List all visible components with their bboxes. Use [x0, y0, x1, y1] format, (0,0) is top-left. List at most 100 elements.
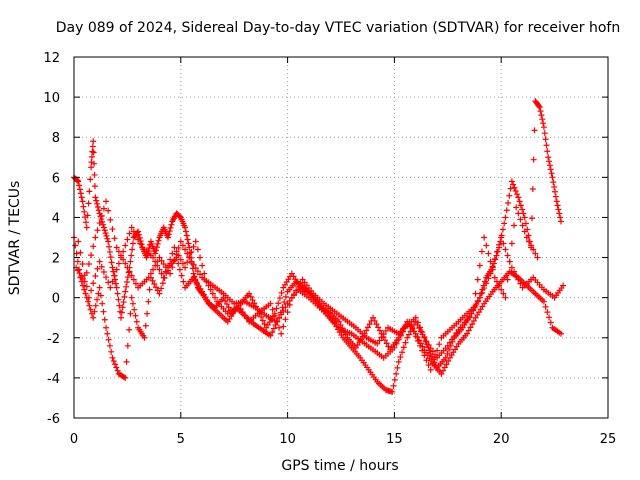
- data-point: [110, 358, 117, 365]
- data-point: [408, 323, 415, 330]
- x-tick-label: 25: [600, 432, 617, 447]
- data-point: [129, 246, 136, 253]
- data-point: [272, 321, 279, 328]
- data-point: [453, 329, 460, 336]
- data-point: [85, 200, 92, 207]
- data-point: [109, 354, 116, 361]
- data-point: [108, 348, 115, 355]
- data-point: [106, 342, 113, 349]
- data-point: [416, 337, 423, 344]
- data-point: [539, 116, 546, 123]
- data-point: [276, 324, 283, 331]
- data-point: [536, 104, 543, 111]
- data-point: [158, 257, 165, 264]
- data-point: [446, 339, 453, 346]
- data-point: [169, 264, 176, 271]
- data-point: [122, 242, 129, 249]
- data-point: [552, 193, 559, 200]
- data-point: [131, 306, 138, 313]
- data-point: [96, 220, 103, 227]
- data-point: [297, 280, 304, 287]
- data-point: [91, 183, 98, 190]
- data-point: [485, 250, 492, 257]
- data-point: [135, 236, 142, 243]
- data-point: [123, 358, 130, 365]
- y-tick-labels: -6 -4 -2 0 2 4 6 8 10 12: [43, 51, 60, 427]
- data-point: [535, 102, 542, 109]
- data-point: [552, 188, 559, 195]
- data-point: [515, 194, 522, 201]
- data-point: [504, 276, 511, 283]
- data-point: [192, 264, 199, 271]
- data-point: [100, 205, 107, 212]
- series-track-3: [73, 198, 567, 361]
- data-point: [205, 282, 212, 289]
- data-point: [273, 305, 280, 312]
- data-point: [190, 261, 197, 268]
- data-point: [502, 294, 509, 301]
- data-point: [90, 280, 97, 287]
- data-point: [128, 294, 135, 301]
- data-point: [146, 244, 153, 251]
- data-point: [158, 285, 165, 292]
- data-point: [90, 138, 97, 145]
- data-point: [178, 272, 185, 279]
- data-point: [540, 298, 547, 305]
- y-tick-label: 10: [43, 91, 60, 106]
- data-point: [239, 309, 246, 316]
- data-point: [288, 294, 295, 301]
- data-point: [506, 258, 513, 265]
- data-point: [119, 304, 126, 311]
- data-point: [247, 293, 254, 300]
- data-point: [465, 327, 472, 334]
- data-point: [77, 190, 84, 197]
- data-point: [94, 296, 101, 303]
- data-point: [449, 336, 456, 343]
- data-point: [489, 266, 496, 273]
- data-point: [89, 148, 96, 155]
- data-point: [532, 250, 539, 257]
- data-point: [478, 289, 485, 296]
- data-point: [94, 204, 101, 211]
- data-point: [544, 309, 551, 316]
- series-track-4: [75, 204, 541, 373]
- data-point: [541, 130, 548, 137]
- data-point: [436, 341, 443, 348]
- data-point: [483, 280, 490, 287]
- data-point: [182, 224, 189, 231]
- data-point: [117, 254, 124, 261]
- data-point: [128, 272, 135, 279]
- data-point: [474, 276, 481, 283]
- data-point: [81, 272, 88, 279]
- data-point: [87, 176, 94, 183]
- data-point: [402, 339, 409, 346]
- data-point: [269, 329, 276, 336]
- data-point: [521, 228, 528, 235]
- data-point: [91, 160, 98, 167]
- data-point: [201, 270, 208, 277]
- data-point: [75, 238, 82, 245]
- data-point: [104, 235, 111, 242]
- data-point: [132, 312, 139, 319]
- data-point: [278, 289, 285, 296]
- data-point: [106, 248, 113, 255]
- data-point: [529, 185, 536, 192]
- data-point: [100, 221, 107, 228]
- data-point: [470, 317, 477, 324]
- y-tick-label: 4: [52, 211, 60, 226]
- data-point: [177, 238, 184, 245]
- data-point: [508, 240, 515, 247]
- data-point: [556, 210, 563, 217]
- data-point: [115, 296, 122, 303]
- data-point: [549, 174, 556, 181]
- data-point: [286, 301, 293, 308]
- data-point: [241, 312, 248, 319]
- data-point: [502, 214, 509, 221]
- data-point: [417, 324, 424, 331]
- data-point: [100, 268, 107, 275]
- data-point: [180, 278, 187, 285]
- data-point: [145, 298, 152, 305]
- data-point: [444, 350, 451, 357]
- data-point: [278, 311, 285, 318]
